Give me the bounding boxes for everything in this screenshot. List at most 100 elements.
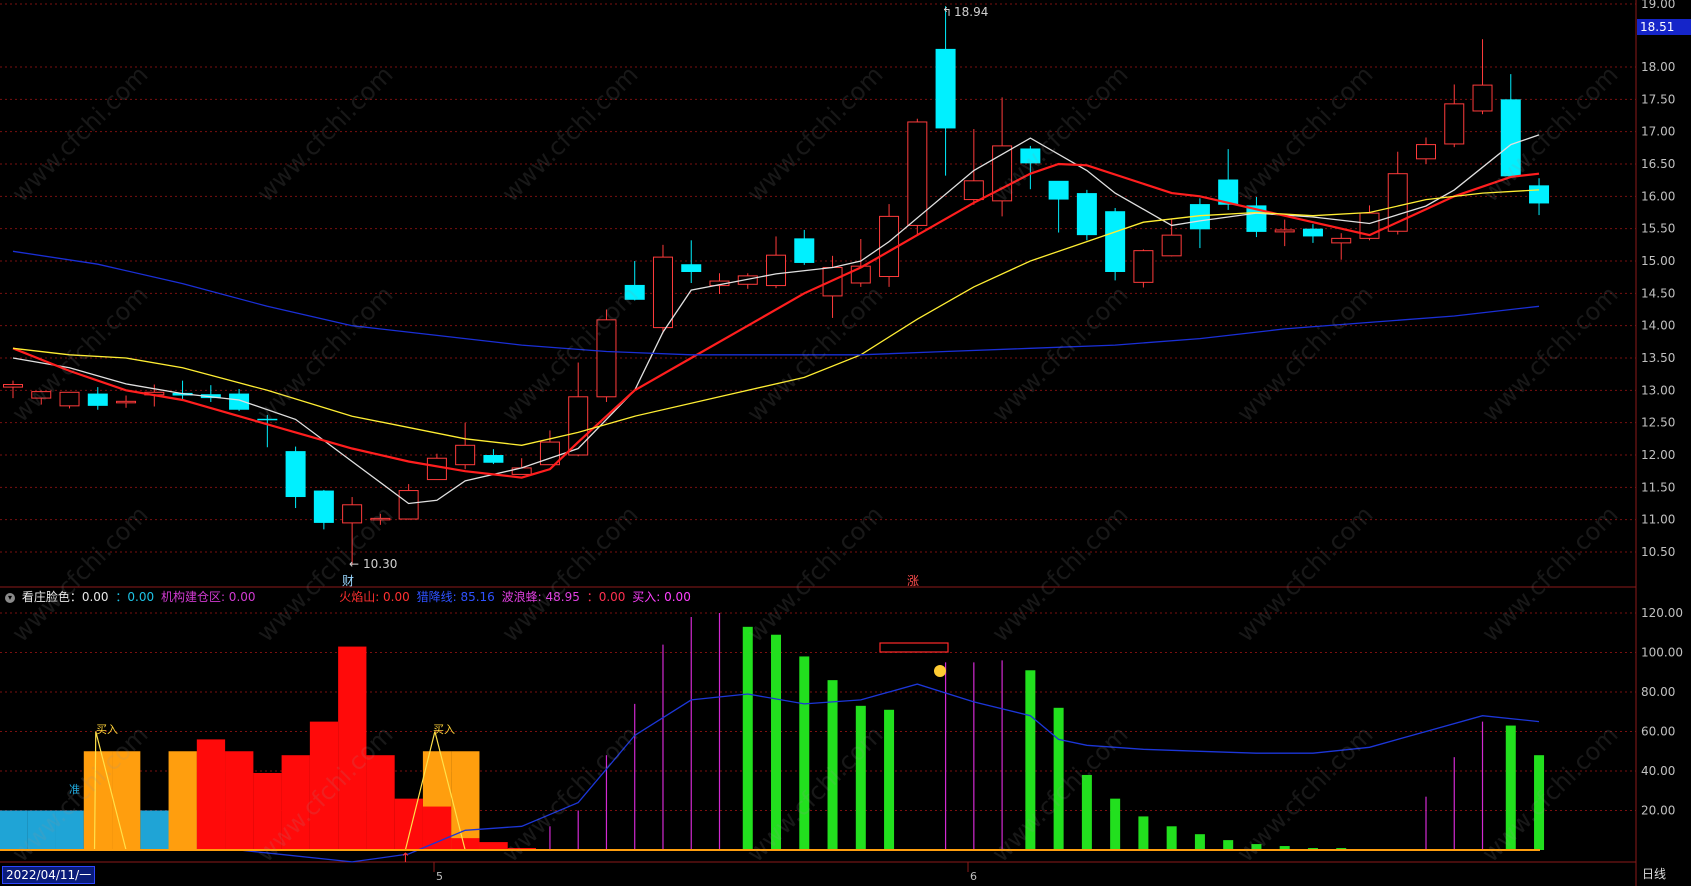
indicator-red-bar — [451, 838, 480, 850]
price-tick-label: 16.00 — [1641, 189, 1675, 203]
legend-mairu: 买入: 0.00 — [632, 590, 691, 604]
chart-annotations: 18.94 ↰ 10.30 ← 财 涨 5 6 买入 买入 准 ↑ — [69, 5, 988, 883]
candle-body-up — [1133, 250, 1154, 283]
candle-body-up — [426, 457, 447, 481]
indicator-green-bar — [884, 709, 895, 850]
buy-label-1: 买入 — [96, 723, 118, 736]
candle-body-up — [1472, 84, 1493, 112]
candlestick-series — [3, 6, 1550, 565]
indicator-green-bar — [742, 626, 753, 850]
indicator-green-bar — [771, 634, 782, 850]
indicator-orange-bar — [112, 751, 141, 850]
price-tick-label: 15.50 — [1641, 222, 1675, 236]
indicator-tick-label: 60.00 — [1641, 725, 1675, 739]
indicator-green-bar — [1223, 840, 1234, 850]
price-tick-label: 15.00 — [1641, 254, 1675, 268]
indicator-green-bar — [1166, 826, 1177, 850]
candle-body-down — [87, 393, 108, 406]
indicator-axis: 20.00 40.00 60.00 80.00 100.00 120.00 — [1641, 606, 1683, 818]
current-price-tag: 18.51 — [1637, 19, 1691, 35]
indicator-red-bar — [253, 772, 282, 850]
indicator-blue-bar — [27, 810, 56, 850]
candle-body-down — [285, 451, 306, 498]
indicator-legend: ▾ 看庄脸色：0.00 ：0.00 机构建仓区: 0.00 火焰山: 0.00 … — [0, 588, 1620, 606]
candle-body-down — [1246, 205, 1267, 232]
indicator-orange-bar — [168, 751, 197, 850]
price-tick-label: 13.00 — [1641, 383, 1675, 397]
indicator-green-bar — [1279, 846, 1290, 850]
indicator-tick-label: 40.00 — [1641, 764, 1675, 778]
period-tab-daily[interactable]: 日线 — [1642, 867, 1667, 881]
candle-body-up — [963, 180, 984, 201]
low-price-label: 10.30 — [363, 557, 397, 571]
indicator-tick-label: 80.00 — [1641, 685, 1675, 699]
indicator-green-bar — [1053, 707, 1064, 850]
candle-body-down — [1105, 211, 1126, 272]
legend-jgjcq: 机构建仓区: 0.00 — [160, 590, 256, 604]
price-tick-label: 18.00 — [1641, 60, 1675, 74]
indicator-tick-label: 100.00 — [1641, 646, 1683, 660]
candle-body-up — [1331, 237, 1352, 244]
ma-line — [12, 134, 1540, 505]
indicator-red-bar — [196, 739, 226, 850]
candle-body-up — [398, 490, 419, 520]
candle-body-down — [624, 284, 645, 300]
candle-body-up — [1416, 144, 1436, 160]
high-arrow-icon: ↰ — [942, 5, 952, 19]
candle-body-up — [1444, 103, 1465, 145]
price-tick-label: 14.50 — [1641, 286, 1675, 300]
signal-box — [879, 642, 949, 653]
date-selector[interactable]: 2022/04/11/一 — [2, 866, 96, 884]
candle-body-down — [483, 455, 504, 463]
ma-line — [12, 250, 1540, 356]
candle-body-up — [822, 266, 843, 297]
candle-body-down — [1218, 179, 1239, 205]
candle-body-down — [1048, 180, 1069, 200]
price-tick-label: 10.50 — [1641, 545, 1675, 559]
indicator-green-bar — [1194, 834, 1205, 850]
candle-body-up — [116, 400, 137, 404]
legend-kzlc: 看庄脸色：0.00 — [21, 590, 109, 604]
candle-body-up — [568, 396, 589, 456]
indicator-green-bar — [1081, 774, 1092, 850]
indicator-red-bar — [309, 721, 339, 850]
indicator-green-bar — [827, 680, 838, 850]
month-label-5: 5 — [436, 870, 443, 883]
indicator-green-bar — [1138, 816, 1149, 850]
candle-body-down — [681, 264, 702, 272]
price-tick-label: 11.00 — [1641, 513, 1675, 527]
candle-body-up — [1274, 229, 1295, 233]
candle-body-up — [1161, 234, 1182, 257]
low-arrow-icon: ← — [349, 557, 359, 571]
money-bag-icon — [934, 665, 946, 677]
buy-signal-line — [93, 731, 127, 851]
indicator-green-bar — [855, 705, 866, 850]
candle-body-down — [257, 418, 278, 421]
candle-body-down — [1020, 148, 1041, 164]
legend-v7: ：0.00 — [586, 590, 626, 604]
candle-body-down — [1500, 99, 1521, 177]
indicator-red-bar — [422, 806, 452, 850]
candle-body-up — [31, 391, 52, 399]
candle-body-up — [59, 391, 80, 407]
indicator-blue-bar — [0, 810, 28, 850]
price-tick-label: 16.50 — [1641, 157, 1675, 171]
indicator-orange-bar — [451, 751, 480, 850]
collapse-icon[interactable]: ▾ — [5, 592, 15, 603]
candle-body-up — [370, 517, 391, 521]
indicator-green-bar — [1110, 798, 1121, 850]
indicator-tick-label: 20.00 — [1641, 804, 1675, 818]
candle-body-up — [342, 504, 363, 524]
legend-blf: 波浪蜂: 48.95 — [501, 590, 580, 604]
candle-body-down — [1076, 193, 1097, 236]
price-tick-label: 14.00 — [1641, 319, 1675, 333]
price-tick-label: 12.50 — [1641, 416, 1675, 430]
high-price-label: 18.94 — [954, 5, 988, 19]
price-axis: 10.50 11.00 11.50 12.00 12.50 13.00 13.50 14.00… — [1641, 0, 1675, 559]
price-tick-label: 12.00 — [1641, 448, 1675, 462]
candle-body-down — [313, 490, 334, 523]
candle-body-up — [3, 384, 23, 388]
ma-line — [12, 162, 1540, 479]
candle-body-up — [992, 145, 1013, 202]
